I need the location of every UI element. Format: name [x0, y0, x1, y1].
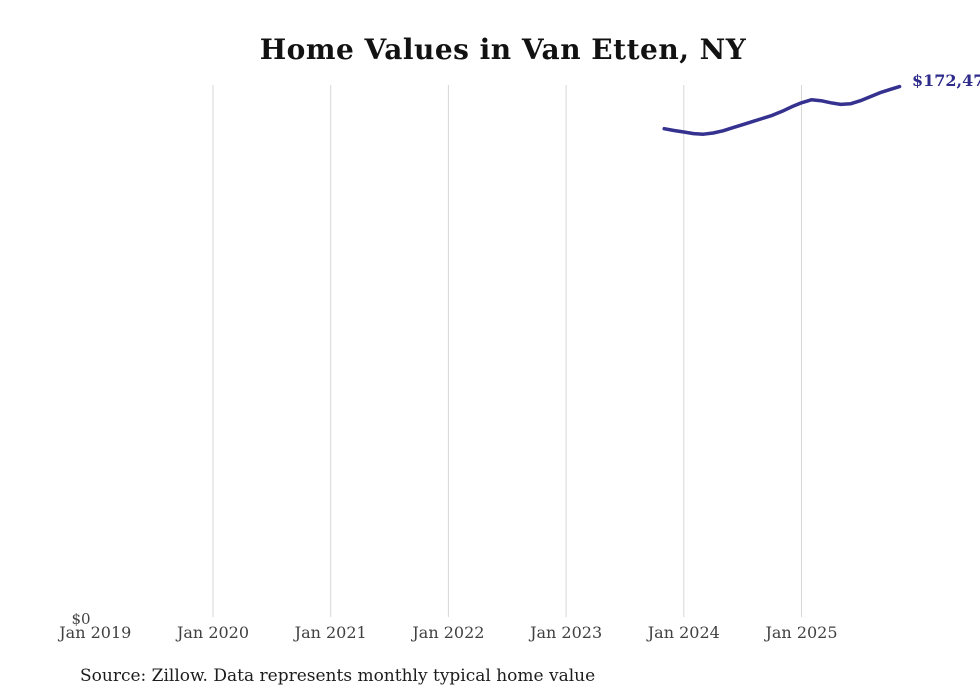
x-tick-label: Jan 2019: [59, 623, 132, 642]
chart-title: Home Values in Van Etten, NY: [259, 33, 747, 66]
x-tick-label: Jan 2023: [530, 623, 603, 642]
source-note: Source: Zillow. Data represents monthly …: [80, 666, 596, 686]
y-axis-zero-label: $0: [71, 610, 91, 628]
x-tick-label: Jan 2020: [176, 623, 250, 642]
x-tick-label: Jan 2024: [647, 623, 720, 642]
x-tick-label: Jan 2025: [765, 623, 838, 642]
latest-value-label: $172,473: [912, 71, 980, 90]
x-tick-label: Jan 2022: [412, 623, 485, 642]
home-value-line: [662, 84, 902, 136]
x-tick-label: Jan 2021: [294, 623, 367, 642]
